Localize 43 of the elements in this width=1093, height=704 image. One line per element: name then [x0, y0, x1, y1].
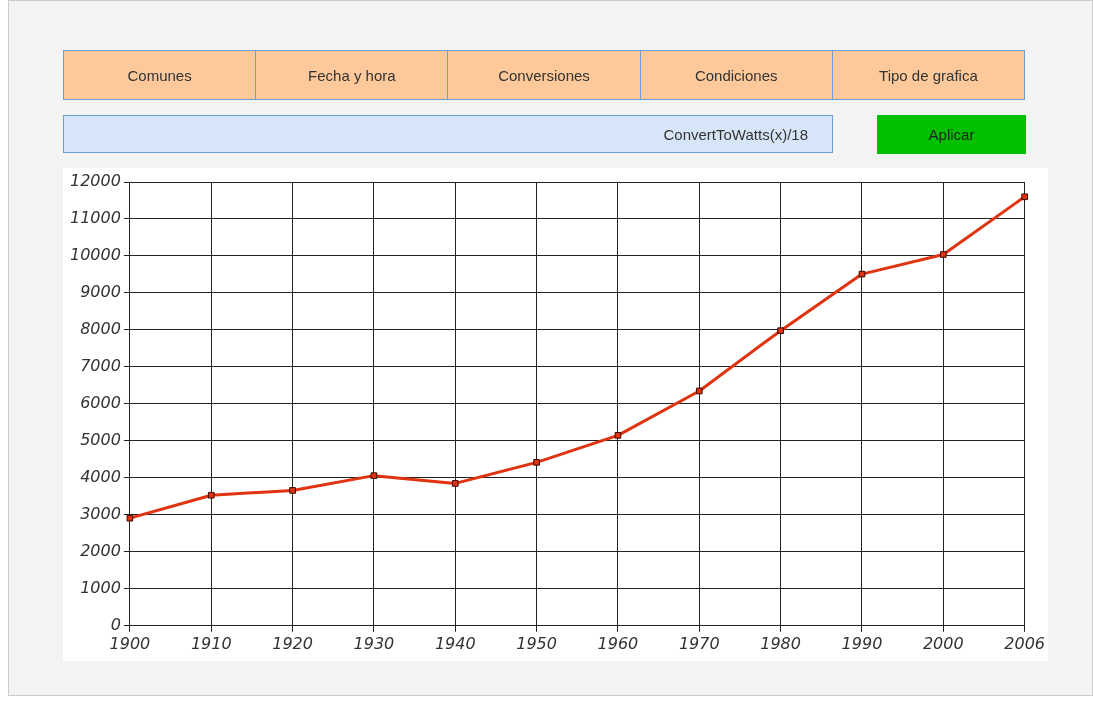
point — [777, 327, 784, 334]
point — [207, 491, 215, 499]
y-tick-label: 2000 — [80, 540, 121, 560]
x-tick-label: 1950 — [516, 633, 557, 653]
point — [451, 480, 459, 487]
x-tick-label: 1960 — [597, 633, 639, 653]
y-tick-label: 12000 — [69, 171, 121, 191]
point — [289, 487, 296, 494]
x-tick-label: 2006 — [1004, 633, 1045, 653]
y-tick-label: 1000 — [80, 577, 121, 597]
point — [939, 251, 947, 258]
x-tick-label: 2000 — [922, 633, 964, 653]
point — [614, 432, 622, 439]
y-tick-label: 4000 — [80, 467, 121, 487]
tab-button: Conversiones — [447, 50, 641, 100]
y-tick-label: 6000 — [80, 393, 121, 413]
formula-field: ConvertToWatts(x)/18 — [63, 115, 833, 153]
y-tick-label: 0 — [110, 614, 121, 634]
x-tick-label: 1930 — [353, 633, 395, 653]
point — [370, 472, 378, 479]
x-tick-label: 1940 — [434, 633, 476, 653]
x-tick-label: 1910 — [190, 633, 232, 653]
y-tick-label: 8000 — [80, 319, 121, 339]
tab-button: Tipo de grafica — [831, 50, 1025, 100]
y-tick-label: 11000 — [69, 208, 121, 228]
y-tick-label: 10000 — [69, 245, 121, 265]
y-tick-label: 7000 — [80, 356, 121, 376]
point — [1021, 193, 1028, 201]
x-tick-label: 1920 — [272, 633, 313, 653]
x-tick-label: 1970 — [678, 633, 720, 653]
x-tick-label: 1980 — [760, 633, 801, 653]
y-tick-label: 9000 — [80, 282, 121, 302]
point — [695, 387, 703, 395]
y-tick-label: 5000 — [80, 430, 121, 450]
tab-button: Comunes — [63, 50, 257, 100]
point — [858, 270, 866, 278]
apply-button: Aplicar — [877, 115, 1026, 154]
tab-button: Condiciones — [639, 50, 833, 100]
tab-button: Fecha y hora — [255, 50, 449, 100]
x-tick-label: 1990 — [841, 633, 883, 653]
x-tick-label: 1900 — [109, 633, 151, 653]
y-tick-label: 3000 — [80, 504, 121, 524]
point — [533, 459, 540, 466]
